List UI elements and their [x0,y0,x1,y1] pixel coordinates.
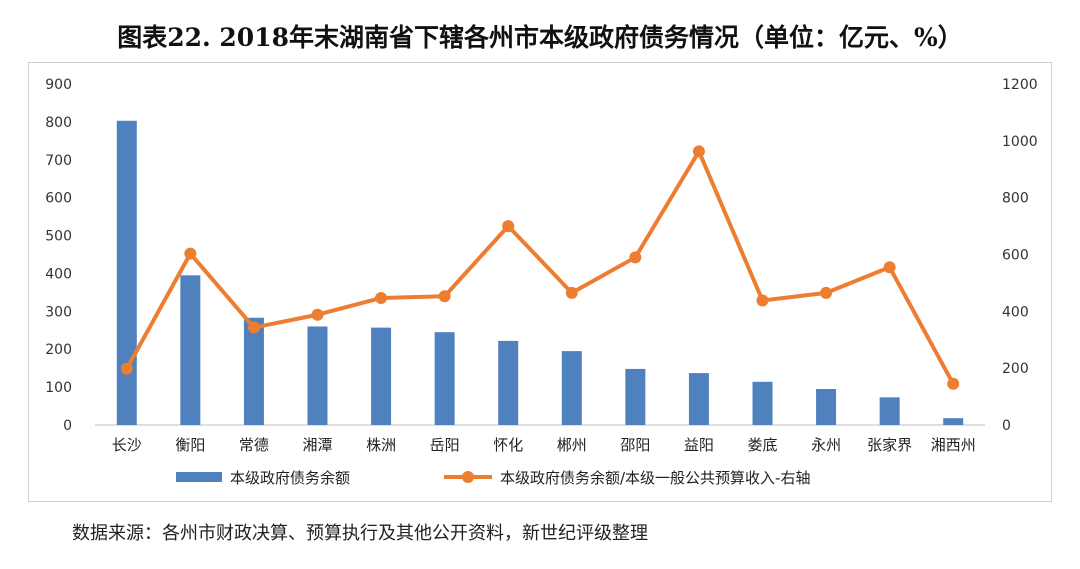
line-point [375,291,388,304]
x-tick-label: 邵阳 [620,436,650,454]
x-tick-label: 湘潭 [302,436,332,454]
x-tick-label: 郴州 [557,436,587,454]
y-right-tick-label: 200 [1002,361,1029,377]
bar [561,351,582,425]
y-left-tick-label: 600 [45,191,72,207]
line-point [883,261,896,274]
y-left-tick-label: 100 [45,380,72,396]
x-tick-label: 怀化 [493,436,523,454]
y-left-tick-label: 800 [45,115,72,131]
line-point [502,220,515,233]
y-left-tick-label: 300 [45,304,72,320]
chart-title: 图表22. 2018年末湖南省下辖各州市本级政府债务情况（单位：亿元、%） [117,23,963,52]
bar [434,332,455,425]
y-right-tick-label: 600 [1002,248,1029,264]
bar [116,120,137,425]
bar [752,381,773,425]
y-left-tick-label: 0 [63,418,72,434]
y-right-tick-label: 1000 [1002,134,1038,150]
line-point [947,377,960,390]
line-point [756,294,769,307]
line-point [120,362,133,375]
line-point [247,321,260,334]
legend-line-label: 本级政府债务余额/本级一般公共预算收入-右轴 [500,469,810,487]
x-tick-label: 张家界 [867,436,912,454]
y-left-tick-label: 200 [45,342,72,358]
legend-bar-swatch [176,472,222,482]
bar [307,326,328,425]
line-series [120,145,960,390]
line-point [629,251,642,264]
data-source-note: 数据来源：各州市财政决算、预算执行及其他公开资料，新世纪评级整理 [72,523,648,544]
line-point [820,286,833,299]
legend-bar-label: 本级政府债务余额 [230,469,350,487]
line-point [565,286,578,299]
x-tick-label: 衡阳 [175,436,205,454]
y-right-tick-label: 400 [1002,304,1029,320]
y-right-tick-label: 800 [1002,191,1029,207]
y-right-tick-label: 1200 [1002,77,1038,93]
x-tick-label: 株洲 [366,436,396,454]
bar [879,397,900,425]
legend: 本级政府债务余额 本级政府债务余额/本级一般公共预算收入-右轴 [176,469,810,487]
y-right-tick-label: 0 [1002,418,1011,434]
x-tick-label: 益阳 [684,436,714,454]
bar [625,368,646,425]
bar [498,340,519,425]
bar [243,317,264,425]
x-tick-label: 永州 [811,436,841,454]
x-tick-label: 常德 [239,436,269,454]
line-point [184,247,197,260]
series-line [125,149,955,385]
x-tick-label: 娄底 [747,436,777,454]
bar [180,275,201,425]
line-point [311,308,324,321]
bar [943,418,964,425]
x-tick-label: 湘西州 [931,436,976,454]
legend-line-marker [462,471,474,483]
x-tick-label: 长沙 [112,436,142,454]
y-left-tick-label: 400 [45,266,72,282]
bar [371,327,392,425]
y-left-tick-label: 500 [45,229,72,245]
bar [816,389,837,425]
x-tick-label: 岳阳 [430,436,460,454]
axes: 0 100 200 300 400 500 600 700 800 900 0 200 400 600 80… [45,77,1037,454]
y-left-tick-label: 700 [45,153,72,169]
line-point [692,145,705,158]
y-left-tick-label: 900 [45,77,72,93]
bar [688,373,709,425]
bar-series [116,120,964,425]
chart-frame [28,62,1052,502]
line-point [438,290,451,303]
